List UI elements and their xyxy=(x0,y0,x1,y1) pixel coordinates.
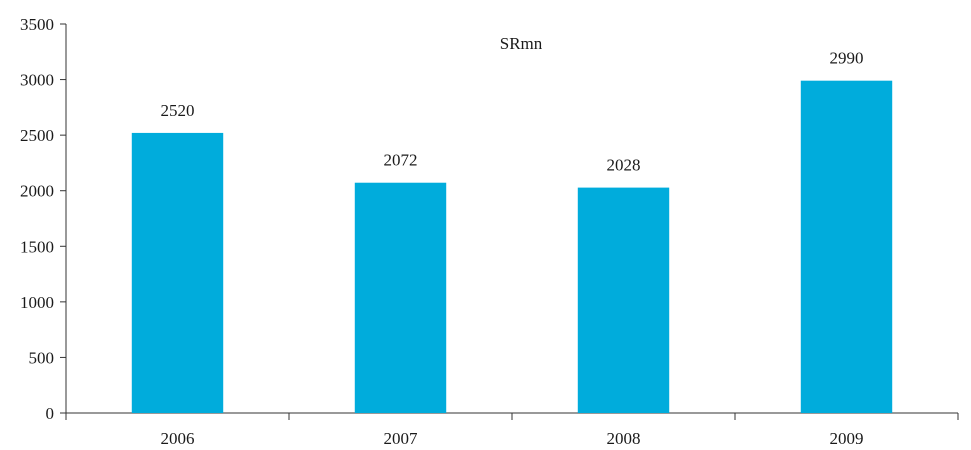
data-label-2008: 2028 xyxy=(607,156,641,175)
data-label-2007: 2072 xyxy=(384,151,418,170)
bars xyxy=(131,80,893,414)
y-tick-label: 3500 xyxy=(20,15,54,34)
x-axis: 2006 2007 2008 2009 xyxy=(65,412,959,448)
y-tick-label: 1000 xyxy=(20,293,54,312)
y-tick-label: 500 xyxy=(29,348,55,367)
bar-2009 xyxy=(800,80,893,413)
x-tick-label: 2007 xyxy=(384,429,419,448)
x-tick-label: 2006 xyxy=(161,429,195,448)
unit-label: SRmn xyxy=(500,34,543,53)
x-tick-label: 2008 xyxy=(607,429,641,448)
data-label-2009: 2990 xyxy=(830,49,864,68)
x-tick-label: 2009 xyxy=(830,429,864,448)
data-label-2006: 2520 xyxy=(161,101,195,120)
y-tick-label: 1500 xyxy=(20,237,54,256)
y-tick-label: 0 xyxy=(46,404,55,423)
y-tick-label: 2500 xyxy=(20,126,54,145)
y-tick-label: 2000 xyxy=(20,182,54,201)
y-tick-label: 3000 xyxy=(20,71,54,90)
bar-2006 xyxy=(131,132,224,414)
data-labels: 2520 2072 2028 2990 xyxy=(161,49,864,175)
y-axis: 0 500 1000 1500 2000 2500 3000 3500 xyxy=(20,15,67,423)
bar-2008 xyxy=(577,187,670,413)
bar-2007 xyxy=(354,182,447,413)
